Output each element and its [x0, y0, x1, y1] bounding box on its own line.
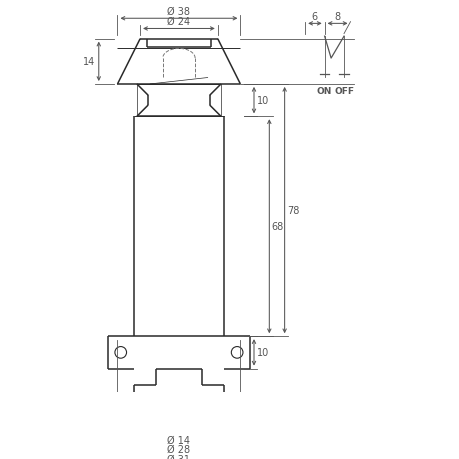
Text: 10: 10: [256, 347, 268, 358]
Text: ON: ON: [316, 86, 331, 95]
Text: 8: 8: [334, 12, 340, 22]
Text: Ø 38: Ø 38: [167, 7, 190, 17]
Text: Ø 28: Ø 28: [167, 444, 190, 454]
Text: 10: 10: [256, 96, 268, 106]
Text: 14: 14: [83, 57, 95, 67]
Text: 6: 6: [311, 12, 317, 22]
Text: Ø 31: Ø 31: [167, 453, 190, 459]
Text: 78: 78: [286, 206, 299, 216]
Text: Ø 24: Ø 24: [167, 17, 190, 27]
Text: 68: 68: [271, 222, 284, 232]
Text: OFF: OFF: [333, 86, 353, 95]
Text: Ø 14: Ø 14: [167, 435, 190, 445]
